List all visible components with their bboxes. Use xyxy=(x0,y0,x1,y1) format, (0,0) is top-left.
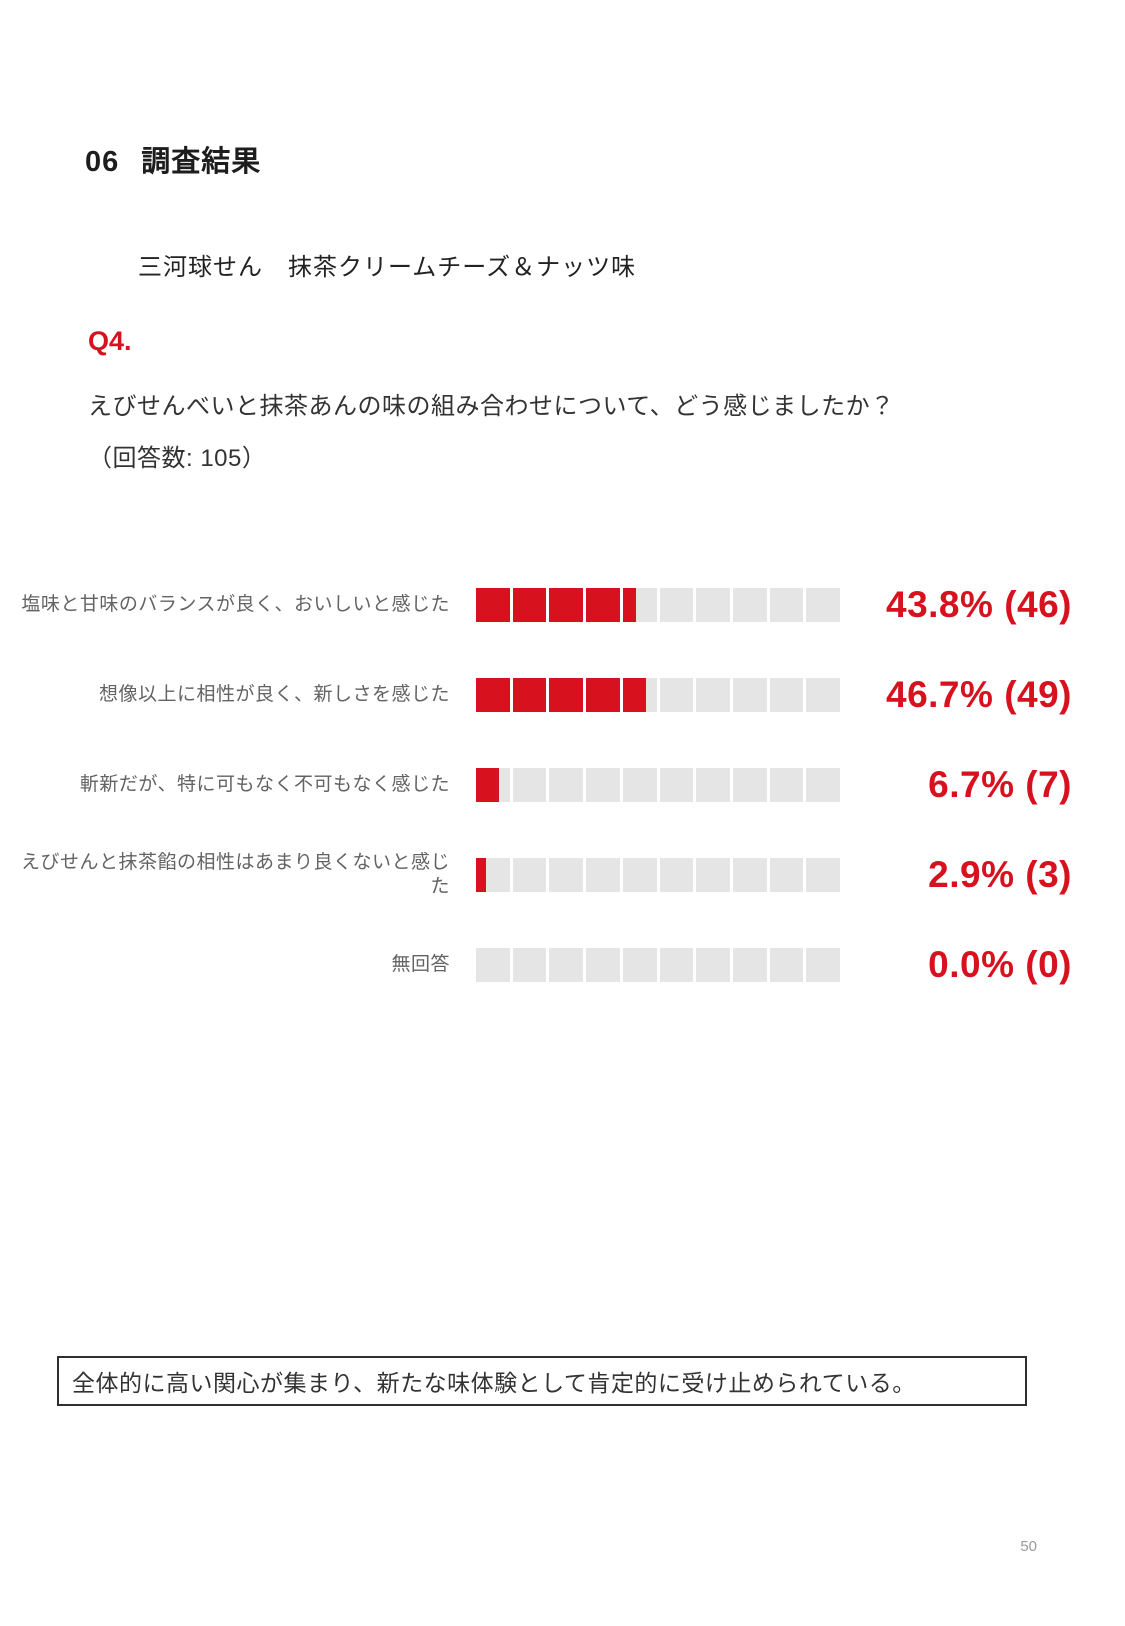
page-number: 50 xyxy=(1020,1538,1037,1555)
bar-segment xyxy=(476,858,510,892)
bar-segment xyxy=(806,948,841,982)
bar-segment xyxy=(806,678,841,712)
chart-row: 無回答 0.0% (0) xyxy=(20,920,1072,1010)
bar-segment xyxy=(696,768,730,802)
segmented-bar xyxy=(476,678,841,712)
bar-segment xyxy=(732,588,767,622)
category-label: 想像以上に相性が良く、新しさを感じた xyxy=(98,684,450,706)
bar-segment xyxy=(769,678,804,712)
bar-segment xyxy=(806,768,841,802)
bar-segment xyxy=(476,948,510,982)
question-text: えびせんべいと抹茶あんの味の組み合わせについて、どう感じましたか？ xyxy=(88,393,895,420)
bar-segment xyxy=(512,588,547,622)
segmented-bar xyxy=(476,948,841,982)
bar-segment xyxy=(549,678,584,712)
bar-segment xyxy=(696,858,730,892)
value-label: 6.7% (7) xyxy=(928,764,1072,805)
bar-segment xyxy=(659,768,694,802)
segmented-bar xyxy=(476,858,841,892)
category-label: 無回答 xyxy=(391,954,450,976)
bar-segment xyxy=(476,588,510,622)
bar-segment xyxy=(622,948,657,982)
section-title: 調査結果 xyxy=(141,146,262,178)
product-title: 三河球せん 抹茶クリームチーズ＆ナッツ味 xyxy=(138,254,637,281)
section-number: 06 xyxy=(85,146,120,178)
bar-segment xyxy=(622,858,657,892)
bar-segment xyxy=(476,768,510,802)
bar-segment xyxy=(659,858,694,892)
bar-segment xyxy=(512,678,547,712)
bar-segment xyxy=(659,948,694,982)
bar-segment xyxy=(659,588,694,622)
bar-segment xyxy=(549,588,584,622)
bar-segment xyxy=(586,768,620,802)
bar-segment xyxy=(769,588,804,622)
bar-segment xyxy=(732,768,767,802)
segmented-bar xyxy=(476,588,841,622)
chart-row: 塩味と甘味のバランスが良く、おいしいと感じた 43.8% (46) xyxy=(20,560,1072,650)
bar-segment xyxy=(769,858,804,892)
section-header: 06 調査結果 xyxy=(85,138,261,180)
bar-segment xyxy=(586,678,620,712)
bar-segment xyxy=(696,948,730,982)
bar-segment xyxy=(696,588,730,622)
bar-segment xyxy=(732,948,767,982)
bar-segment xyxy=(622,768,657,802)
segmented-bar xyxy=(476,768,841,802)
value-label: 46.7% (49) xyxy=(886,674,1072,715)
bar-segment xyxy=(549,858,584,892)
bar-segment xyxy=(586,858,620,892)
bar-segment xyxy=(586,588,620,622)
value-label: 2.9% (3) xyxy=(928,854,1072,895)
chart-row: 斬新だが、特に可もなく不可もなく感じた 6.7% (7) xyxy=(20,740,1072,830)
bar-segment xyxy=(622,678,657,712)
bar-segment xyxy=(696,678,730,712)
bar-segment xyxy=(549,768,584,802)
bar-segment xyxy=(622,588,657,622)
bar-segment xyxy=(769,948,804,982)
bar-segment xyxy=(586,948,620,982)
bar-segment xyxy=(512,858,547,892)
response-count: （回答数: 105） xyxy=(88,445,267,472)
category-label: 塩味と甘味のバランスが良く、おいしいと感じた xyxy=(21,594,450,616)
category-label: えびせんと抹茶餡の相性はあまり良くないと感じた xyxy=(20,852,450,897)
bar-segment xyxy=(549,948,584,982)
bar-segment xyxy=(769,768,804,802)
chart: 塩味と甘味のバランスが良く、おいしいと感じた 43.8% (46) 想像以上に相… xyxy=(20,560,1072,1010)
bar-segment xyxy=(512,768,547,802)
question-id: Q4. xyxy=(88,326,132,356)
category-label: 斬新だが、特に可もなく不可もなく感じた xyxy=(79,774,450,796)
value-label: 43.8% (46) xyxy=(886,584,1072,625)
bar-segment xyxy=(512,948,547,982)
bar-segment xyxy=(659,678,694,712)
bar-segment xyxy=(476,678,510,712)
chart-row: 想像以上に相性が良く、新しさを感じた 46.7% (49) xyxy=(20,650,1072,740)
summary-box: 全体的に高い関心が集まり、新たな味体験として肯定的に受け止められている。 xyxy=(57,1356,1027,1406)
bar-segment xyxy=(732,858,767,892)
chart-row: えびせんと抹茶餡の相性はあまり良くないと感じた 2.9% (3) xyxy=(20,830,1072,920)
bar-segment xyxy=(732,678,767,712)
bar-segment xyxy=(806,858,841,892)
summary-text: 全体的に高い関心が集まり、新たな味体験として肯定的に受け止められている。 xyxy=(72,1370,916,1396)
value-label: 0.0% (0) xyxy=(928,944,1072,985)
bar-segment xyxy=(806,588,841,622)
